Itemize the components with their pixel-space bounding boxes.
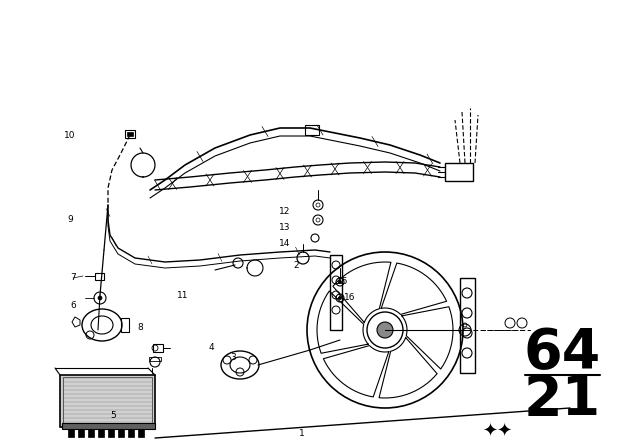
- Bar: [95, 273, 104, 280]
- Bar: [125, 130, 135, 138]
- Circle shape: [339, 280, 342, 284]
- Bar: [60, 375, 155, 427]
- Bar: [121, 318, 129, 332]
- Text: 64: 64: [524, 326, 600, 380]
- Text: 5: 5: [110, 410, 116, 419]
- Circle shape: [98, 296, 102, 300]
- Text: 16: 16: [344, 293, 356, 302]
- Bar: [62, 423, 155, 429]
- Bar: [305, 125, 319, 135]
- Bar: [118, 429, 124, 437]
- Text: 8: 8: [137, 323, 143, 332]
- Bar: [460, 278, 475, 373]
- Bar: [149, 357, 161, 361]
- Circle shape: [339, 297, 342, 300]
- Text: 4: 4: [208, 343, 214, 352]
- Bar: [330, 255, 342, 330]
- Text: 1: 1: [299, 428, 305, 438]
- Text: 7: 7: [70, 273, 76, 283]
- Text: 21: 21: [524, 373, 600, 427]
- Text: 10: 10: [64, 130, 76, 139]
- Bar: [98, 429, 104, 437]
- Bar: [88, 429, 94, 437]
- Text: ✦✦: ✦✦: [482, 423, 512, 441]
- Bar: [63, 377, 152, 425]
- Bar: [78, 429, 84, 437]
- Text: 13: 13: [279, 224, 291, 233]
- Bar: [108, 429, 114, 437]
- Bar: [128, 429, 134, 437]
- Circle shape: [377, 322, 393, 338]
- Bar: [445, 163, 473, 181]
- Text: 9: 9: [67, 215, 73, 224]
- Bar: [127, 132, 133, 136]
- Bar: [153, 344, 163, 352]
- Bar: [68, 429, 74, 437]
- Text: 2: 2: [293, 262, 299, 271]
- Text: 15: 15: [337, 277, 349, 287]
- Text: 6: 6: [70, 301, 76, 310]
- Text: 12: 12: [279, 207, 291, 216]
- Text: 11: 11: [177, 292, 189, 301]
- Text: 3: 3: [230, 353, 236, 362]
- Text: 14: 14: [279, 240, 291, 249]
- Bar: [138, 429, 144, 437]
